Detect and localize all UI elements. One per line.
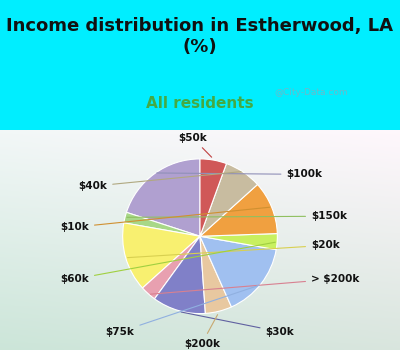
Wedge shape [200,233,277,250]
Wedge shape [200,159,226,236]
Wedge shape [200,236,276,307]
Text: $40k: $40k [78,172,241,191]
Text: @City-Data.com: @City-Data.com [274,88,348,97]
Text: $10k: $10k [60,207,270,232]
Text: $100k: $100k [157,169,322,179]
Text: $30k: $30k [181,312,294,337]
Wedge shape [200,184,277,236]
Wedge shape [126,159,200,236]
Wedge shape [124,212,200,236]
Wedge shape [200,163,258,236]
Text: All residents: All residents [146,96,254,111]
Text: $150k: $150k [127,211,347,221]
Wedge shape [123,223,200,288]
Wedge shape [200,236,232,313]
Wedge shape [154,236,205,314]
Text: > $200k: > $200k [150,274,359,294]
Text: $50k: $50k [178,133,212,157]
Text: $20k: $20k [128,240,340,258]
Text: $60k: $60k [60,242,275,284]
Text: $75k: $75k [106,285,259,337]
Text: $200k: $200k [184,315,220,349]
Text: Income distribution in Estherwood, LA
(%): Income distribution in Estherwood, LA (%… [6,17,394,56]
Wedge shape [142,236,200,299]
